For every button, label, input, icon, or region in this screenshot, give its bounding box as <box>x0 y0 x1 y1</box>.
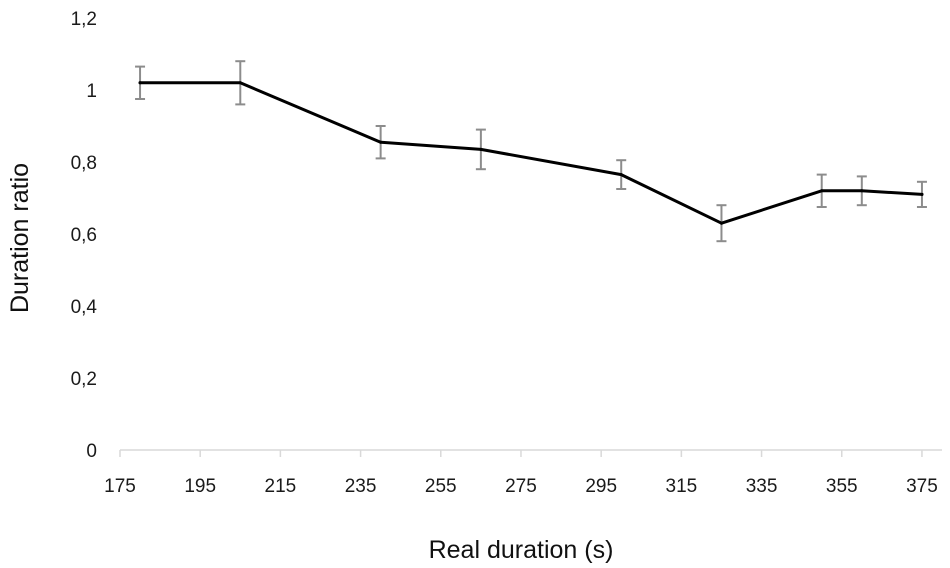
data-point <box>820 189 824 193</box>
y-tick-label: 0 <box>86 441 97 462</box>
data-point <box>138 81 142 85</box>
data-point <box>719 221 723 225</box>
series-line <box>138 81 924 225</box>
series <box>138 81 924 225</box>
x-axis-title: Real duration (s) <box>429 536 614 564</box>
x-tick-label: 275 <box>505 476 537 497</box>
data-point <box>920 192 924 196</box>
x-tick-label: 375 <box>906 476 938 497</box>
x-tick-label: 255 <box>425 476 457 497</box>
x-tick-label: 195 <box>184 476 216 497</box>
tick-labels: 175 195 215 235 255 275 295 315 335 355 375 0 0,2 0,4… <box>71 9 938 497</box>
y-tick-label: 1 <box>86 81 97 102</box>
x-tick-label: 355 <box>826 476 858 497</box>
axes <box>119 449 942 457</box>
y-tick-label: 0,2 <box>71 369 97 390</box>
x-tick-label: 335 <box>746 476 778 497</box>
x-tick-label: 215 <box>265 476 297 497</box>
y-tick-label: 0,8 <box>71 153 97 174</box>
data-point <box>619 173 623 177</box>
x-tick-label: 315 <box>666 476 698 497</box>
data-point <box>379 140 383 144</box>
y-tick-label: 0,4 <box>71 297 98 318</box>
y-axis-title: Duration ratio <box>6 163 34 313</box>
x-tick-label: 175 <box>104 476 136 497</box>
data-point <box>479 147 483 151</box>
x-tick-label: 295 <box>585 476 617 497</box>
data-point <box>238 81 242 85</box>
y-tick-label: 1,2 <box>71 9 97 30</box>
y-tick-label: 0,6 <box>71 225 97 246</box>
data-point <box>860 189 864 193</box>
x-tick-label: 235 <box>345 476 377 497</box>
